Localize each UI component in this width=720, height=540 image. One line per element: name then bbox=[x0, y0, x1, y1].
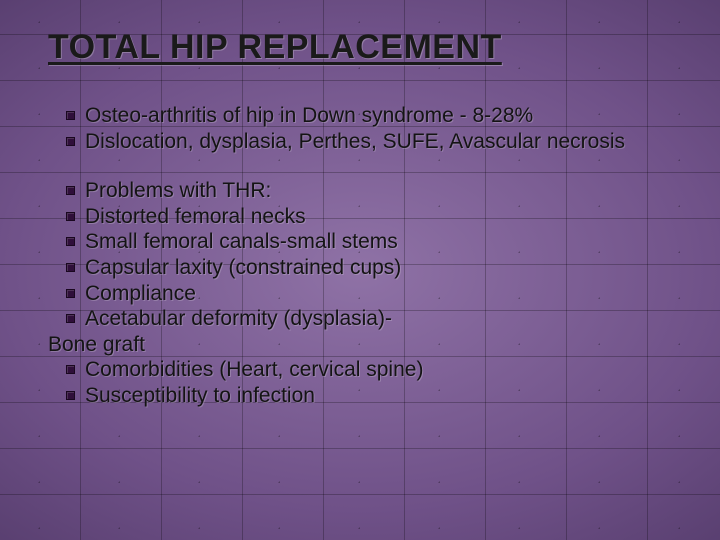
bullet-text: Acetabular deformity (dysplasia)- bbox=[85, 306, 680, 332]
bullet-text: Small femoral canals-small stems bbox=[85, 229, 680, 255]
bullet-icon bbox=[66, 391, 75, 400]
bullet-text: Distorted femoral necks bbox=[85, 204, 680, 230]
slide: TOTAL HIP REPLACEMENT Osteo-arthritis of… bbox=[0, 0, 720, 540]
bullet-text: Susceptibility to infection bbox=[85, 383, 680, 409]
continuation-text: Bone graft bbox=[48, 332, 680, 358]
bullet-icon bbox=[66, 237, 75, 246]
bullet-item: Susceptibility to infection bbox=[66, 383, 680, 409]
bullet-text: Compliance bbox=[85, 281, 680, 307]
bullet-text: Comorbidities (Heart, cervical spine) bbox=[85, 357, 680, 383]
bullet-icon bbox=[66, 289, 75, 298]
bullet-text: Problems with THR: bbox=[85, 178, 680, 204]
bullet-text: Osteo-arthritis of hip in Down syndrome … bbox=[85, 103, 680, 129]
bullet-icon bbox=[66, 111, 75, 120]
bullet-text: Dislocation, dysplasia, Perthes, SUFE, A… bbox=[85, 129, 680, 155]
bullet-icon bbox=[66, 186, 75, 195]
slide-body: Osteo-arthritis of hip in Down syndrome … bbox=[48, 103, 680, 409]
bullet-item: Acetabular deformity (dysplasia)- bbox=[66, 306, 680, 332]
slide-title: TOTAL HIP REPLACEMENT bbox=[48, 28, 680, 67]
bullet-icon bbox=[66, 212, 75, 221]
bullet-item: Compliance bbox=[66, 281, 680, 307]
bullet-icon bbox=[66, 263, 75, 272]
bullet-item: Capsular laxity (constrained cups) bbox=[66, 255, 680, 281]
bullet-text: Capsular laxity (constrained cups) bbox=[85, 255, 680, 281]
bullet-item: Comorbidities (Heart, cervical spine) bbox=[66, 357, 680, 383]
bullet-item: Problems with THR: bbox=[66, 178, 680, 204]
spacer bbox=[66, 154, 680, 178]
bullet-item: Dislocation, dysplasia, Perthes, SUFE, A… bbox=[66, 129, 680, 155]
bullet-icon bbox=[66, 137, 75, 146]
bullet-icon bbox=[66, 365, 75, 374]
bullet-item: Small femoral canals-small stems bbox=[66, 229, 680, 255]
bullet-item: Osteo-arthritis of hip in Down syndrome … bbox=[66, 103, 680, 129]
bullet-item: Distorted femoral necks bbox=[66, 204, 680, 230]
bullet-icon bbox=[66, 314, 75, 323]
